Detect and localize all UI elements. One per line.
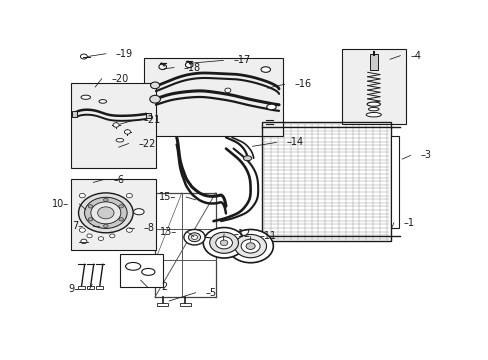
Bar: [87, 286, 94, 288]
Circle shape: [126, 193, 132, 198]
Text: –3: –3: [420, 150, 430, 161]
Circle shape: [220, 240, 227, 246]
Text: –4: –4: [409, 51, 420, 61]
Bar: [96, 286, 102, 288]
Text: 7–: 7–: [72, 221, 83, 231]
Circle shape: [215, 237, 232, 249]
Circle shape: [91, 202, 121, 224]
Ellipse shape: [133, 209, 144, 215]
Text: 15–: 15–: [159, 192, 176, 202]
Text: –17: –17: [233, 55, 250, 66]
Text: –5: –5: [205, 288, 216, 298]
Text: –11: –11: [259, 231, 276, 241]
Circle shape: [87, 234, 92, 238]
Bar: [341, 49, 405, 123]
Circle shape: [209, 232, 238, 253]
Circle shape: [183, 229, 205, 245]
Bar: [78, 286, 84, 288]
Text: –2: –2: [157, 282, 168, 292]
Text: 10–: 10–: [52, 199, 69, 209]
Circle shape: [234, 234, 266, 258]
Bar: [157, 303, 168, 306]
Circle shape: [88, 218, 93, 221]
Bar: [390, 136, 398, 228]
Text: –14: –14: [285, 138, 303, 148]
Bar: [72, 111, 77, 117]
Text: –1: –1: [403, 218, 414, 228]
Circle shape: [81, 54, 87, 59]
Ellipse shape: [243, 156, 251, 161]
Circle shape: [188, 233, 200, 242]
Circle shape: [103, 198, 108, 202]
Circle shape: [79, 193, 133, 233]
Circle shape: [150, 82, 159, 89]
Circle shape: [119, 218, 123, 221]
Ellipse shape: [142, 269, 155, 275]
Circle shape: [126, 228, 132, 232]
Text: –6: –6: [113, 175, 124, 185]
Circle shape: [149, 95, 160, 103]
Circle shape: [185, 62, 193, 68]
Ellipse shape: [266, 104, 276, 110]
Text: –16: –16: [294, 79, 311, 89]
Ellipse shape: [81, 95, 90, 99]
Circle shape: [79, 228, 85, 232]
Circle shape: [88, 205, 93, 208]
Circle shape: [81, 239, 87, 244]
Circle shape: [98, 207, 114, 219]
Ellipse shape: [116, 138, 123, 142]
Text: –8: –8: [143, 223, 154, 233]
Text: 9–: 9–: [68, 284, 80, 294]
Circle shape: [98, 237, 103, 240]
Ellipse shape: [368, 108, 378, 111]
Text: –22: –22: [138, 139, 156, 149]
Circle shape: [84, 197, 127, 228]
Text: –21: –21: [143, 115, 161, 125]
Ellipse shape: [125, 262, 141, 270]
Bar: [180, 303, 191, 306]
Bar: [369, 54, 377, 70]
Text: –19: –19: [116, 49, 133, 59]
Circle shape: [227, 229, 273, 263]
Circle shape: [124, 130, 130, 134]
Circle shape: [241, 239, 260, 253]
Text: –20: –20: [111, 74, 128, 84]
Ellipse shape: [261, 67, 270, 72]
Bar: [70, 179, 156, 250]
Circle shape: [159, 64, 166, 69]
Circle shape: [245, 243, 255, 249]
Text: –12: –12: [233, 229, 251, 239]
Circle shape: [191, 235, 197, 239]
Circle shape: [203, 228, 244, 258]
Circle shape: [113, 123, 119, 127]
Bar: [120, 254, 163, 287]
Ellipse shape: [366, 112, 381, 117]
Bar: [262, 122, 390, 242]
Text: 13–: 13–: [160, 227, 177, 237]
Text: –18: –18: [183, 63, 201, 73]
Bar: [146, 113, 151, 118]
Circle shape: [103, 224, 108, 228]
Circle shape: [224, 88, 230, 93]
Ellipse shape: [99, 100, 106, 103]
Circle shape: [109, 234, 115, 238]
Circle shape: [119, 205, 123, 208]
Ellipse shape: [366, 102, 380, 106]
Bar: [144, 58, 282, 136]
Circle shape: [79, 193, 85, 198]
Bar: [70, 84, 156, 168]
